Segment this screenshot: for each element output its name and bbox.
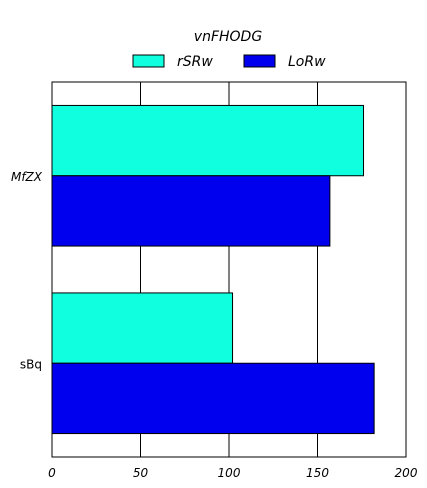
- legend-label-LoRw: LoRw: [288, 54, 326, 70]
- y-axis-ticks: MfZX sBq: [11, 170, 43, 372]
- chart-title: vnFHODG: [194, 29, 263, 45]
- legend: rSRw LoRw: [132, 54, 326, 70]
- legend-label-rSRw: rSRw: [177, 54, 213, 70]
- bar-LoRw-sBq: [51, 362, 375, 435]
- bars: [51, 104, 375, 435]
- x-tick-label-4: 200: [395, 466, 418, 480]
- x-tick-label-0: 0: [48, 466, 56, 480]
- x-tick-label-1: 50: [133, 466, 149, 480]
- bar-rSRw-MfZX: [51, 104, 365, 177]
- y-tick-label-0: MfZX: [11, 170, 43, 184]
- bar-LoRw-MfZX: [51, 175, 331, 247]
- legend-swatch-rSRw: [132, 54, 165, 68]
- legend-swatch-LoRw: [243, 54, 276, 68]
- y-tick-label-1: sBq: [20, 357, 42, 371]
- plot-frame: [51, 81, 407, 458]
- x-tick-label-3: 150: [306, 466, 329, 480]
- x-tick-label-2: 100: [218, 466, 241, 480]
- bar-rSRw-sBq: [51, 292, 234, 364]
- x-axis-ticks: 0 50 100 150 200: [48, 466, 418, 480]
